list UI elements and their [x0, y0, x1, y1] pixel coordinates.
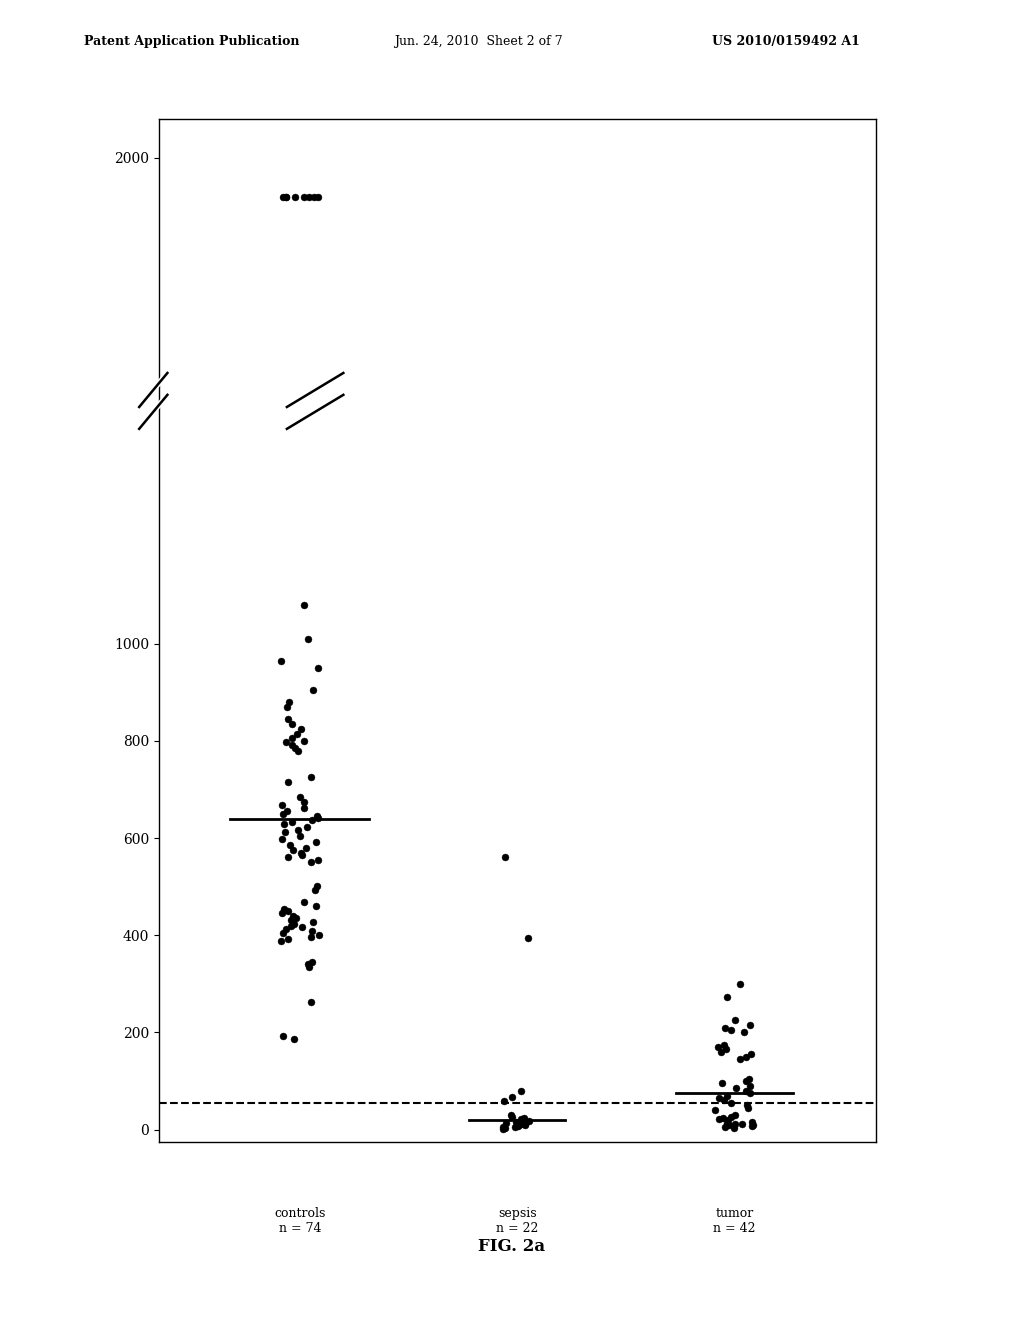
Text: tumor
n = 42: tumor n = 42 — [713, 1208, 756, 1236]
Bar — [246, 211, 366, 595]
Text: controls
n = 74: controls n = 74 — [274, 1208, 326, 1236]
Text: FIG. 2a: FIG. 2a — [478, 1238, 546, 1255]
Text: sepsis
n = 22: sepsis n = 22 — [496, 1208, 539, 1236]
Text: Patent Application Publication: Patent Application Publication — [84, 34, 299, 48]
Text: US 2010/0159492 A1: US 2010/0159492 A1 — [712, 34, 859, 48]
Text: Jun. 24, 2010  Sheet 2 of 7: Jun. 24, 2010 Sheet 2 of 7 — [394, 34, 563, 48]
